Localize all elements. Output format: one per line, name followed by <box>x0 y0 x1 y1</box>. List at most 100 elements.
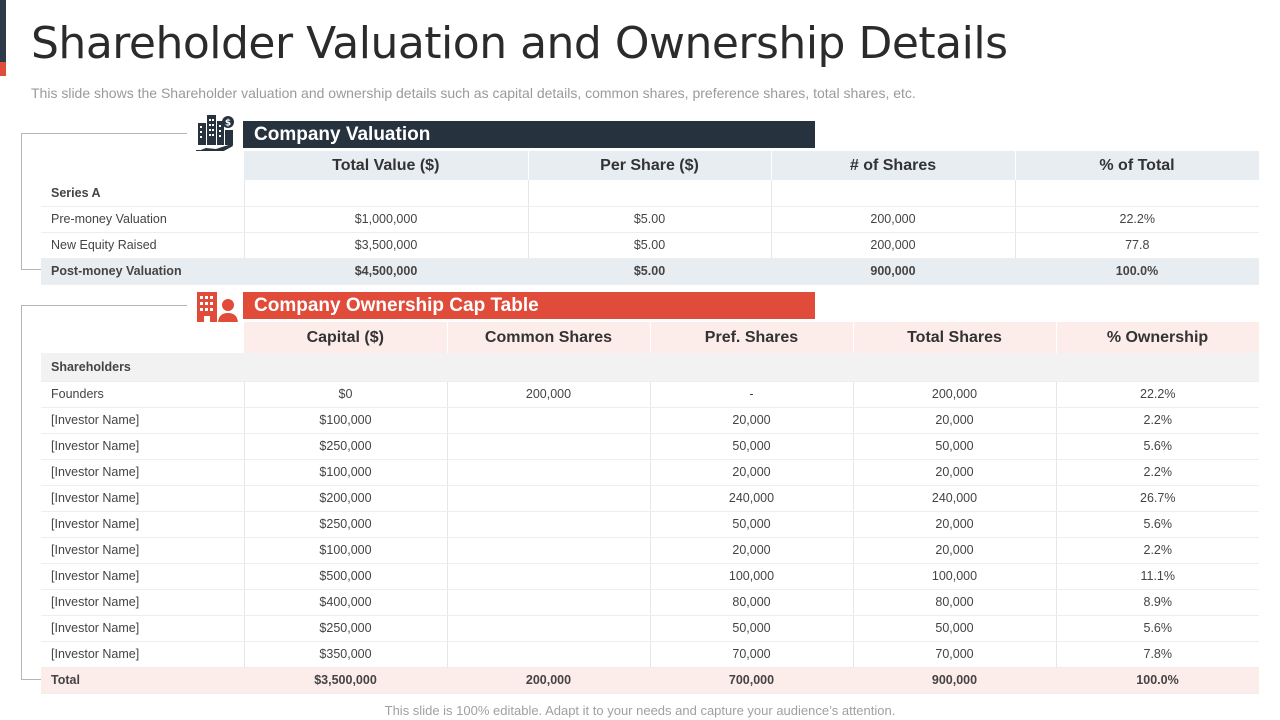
table-row: [Investor Name] $500,000 100,000 100,000 11.… <box>41 563 1259 590</box>
header-total-shares: Total Shares <box>853 322 1057 353</box>
cell-pref-shares: 20,000 <box>650 407 854 434</box>
total-total-value: $4,500,000 <box>244 258 528 285</box>
cell-total-shares: 50,000 <box>853 615 1057 642</box>
cell-pref-shares: 50,000 <box>650 615 854 642</box>
cell-pref-shares: 80,000 <box>650 589 854 616</box>
table-row: New Equity Raised $3,500,000 $5.00 200,0… <box>41 232 1259 259</box>
row-label: New Equity Raised <box>41 232 245 259</box>
cell-pct-ownership: 5.6% <box>1056 615 1259 642</box>
empty-cell <box>853 353 1056 382</box>
header-total-value: Total Value ($) <box>244 151 529 180</box>
row-label: [Investor Name] <box>41 459 245 486</box>
empty-cell <box>771 180 1016 207</box>
row-label: [Investor Name] <box>41 641 245 668</box>
header-pct-total: % of Total <box>1015 151 1260 180</box>
cell-common-shares <box>447 407 651 434</box>
table-header-row: Capital ($) Common Shares Pref. Shares T… <box>41 322 1260 353</box>
cell-capital: $0 <box>244 381 448 408</box>
cell-capital: $250,000 <box>244 433 448 460</box>
header-blank-cell <box>41 151 244 180</box>
cell-common-shares <box>447 563 651 590</box>
cell-capital: $250,000 <box>244 615 448 642</box>
table-row: [Investor Name] $250,000 50,000 50,000 5.6% <box>41 615 1259 642</box>
table-row: [Investor Name] $100,000 20,000 20,000 2.2% <box>41 407 1259 434</box>
cell-per-share: $5.00 <box>528 206 772 233</box>
cell-pref-shares: 240,000 <box>650 485 854 512</box>
cell-pref-shares: 100,000 <box>650 563 854 590</box>
cell-total-value: $3,500,000 <box>244 232 529 259</box>
cell-common-shares <box>447 511 651 538</box>
header-pct-ownership: % Ownership <box>1056 322 1260 353</box>
company-valuation-banner: Company Valuation <box>243 121 815 148</box>
cell-pref-shares: 50,000 <box>650 433 854 460</box>
total-total-shares: 900,000 <box>853 667 1056 694</box>
table-row: [Investor Name] $200,000 240,000 240,000 26.… <box>41 485 1259 512</box>
cell-total-shares: 20,000 <box>853 407 1057 434</box>
accent-bar-red <box>0 62 6 76</box>
cap-table: Capital ($) Common Shares Pref. Shares T… <box>41 322 1260 694</box>
cell-pct-ownership: 5.6% <box>1056 433 1259 460</box>
total-pref-shares: 700,000 <box>650 667 853 694</box>
cell-capital: $250,000 <box>244 511 448 538</box>
row-label: Pre-money Valuation <box>41 206 245 233</box>
cell-total-shares: 20,000 <box>853 459 1057 486</box>
cell-total-value: $1,000,000 <box>244 206 529 233</box>
cell-total-shares: 50,000 <box>853 433 1057 460</box>
cell-capital: $500,000 <box>244 563 448 590</box>
table-row: [Investor Name] $350,000 70,000 70,000 7.8% <box>41 641 1259 668</box>
cell-common-shares <box>447 485 651 512</box>
cell-capital: $100,000 <box>244 459 448 486</box>
section-row: Series A <box>41 180 1259 207</box>
cell-common-shares <box>447 537 651 564</box>
total-label: Post-money Valuation <box>41 258 244 285</box>
cell-per-share: $5.00 <box>528 232 772 259</box>
section-label: Shareholders <box>41 353 244 382</box>
cell-pref-shares: 20,000 <box>650 459 854 486</box>
total-num-shares: 900,000 <box>771 258 1015 285</box>
empty-cell <box>650 353 853 382</box>
table-header-row: Total Value ($) Per Share ($) # of Share… <box>41 151 1260 180</box>
cell-pref-shares: 20,000 <box>650 537 854 564</box>
total-row: Total $3,500,000 200,000 700,000 900,000… <box>41 667 1259 694</box>
header-common-shares: Common Shares <box>447 322 651 353</box>
table-row: [Investor Name] $250,000 50,000 50,000 5.6% <box>41 433 1259 460</box>
total-pct-total: 100.0% <box>1015 258 1259 285</box>
table-row: [Investor Name] $100,000 20,000 20,000 2.2% <box>41 537 1259 564</box>
row-label: [Investor Name] <box>41 537 245 564</box>
table-row: [Investor Name] $250,000 50,000 20,000 5.6% <box>41 511 1259 538</box>
empty-cell <box>1056 353 1259 382</box>
cell-capital: $400,000 <box>244 589 448 616</box>
header-pref-shares: Pref. Shares <box>650 322 854 353</box>
building-person-icon <box>196 292 238 324</box>
total-per-share: $5.00 <box>528 258 771 285</box>
cell-capital: $100,000 <box>244 537 448 564</box>
cell-pref-shares: - <box>650 381 854 408</box>
cell-total-shares: 20,000 <box>853 511 1057 538</box>
cell-common-shares <box>447 433 651 460</box>
svg-text:$: $ <box>225 119 231 129</box>
cell-common-shares: 200,000 <box>447 381 651 408</box>
valuation-table: Total Value ($) Per Share ($) # of Share… <box>41 151 1260 285</box>
cell-common-shares <box>447 641 651 668</box>
row-label: [Investor Name] <box>41 511 245 538</box>
cell-common-shares <box>447 589 651 616</box>
cell-pct-total: 22.2% <box>1015 206 1259 233</box>
table-row: [Investor Name] $400,000 80,000 80,000 8.9% <box>41 589 1259 616</box>
total-pct-ownership: 100.0% <box>1056 667 1259 694</box>
cell-pct-ownership: 5.6% <box>1056 511 1259 538</box>
cell-total-shares: 80,000 <box>853 589 1057 616</box>
cell-total-shares: 20,000 <box>853 537 1057 564</box>
cell-common-shares <box>447 615 651 642</box>
header-capital: Capital ($) <box>244 322 448 353</box>
cell-pct-total: 77.8 <box>1015 232 1259 259</box>
cell-pct-ownership: 7.8% <box>1056 641 1259 668</box>
row-label: [Investor Name] <box>41 407 245 434</box>
empty-cell <box>1015 180 1259 207</box>
empty-cell <box>244 353 447 382</box>
total-label: Total <box>41 667 244 694</box>
cell-pct-ownership: 22.2% <box>1056 381 1259 408</box>
header-per-share: Per Share ($) <box>528 151 772 180</box>
section-row: Shareholders <box>41 353 1259 382</box>
accent-bar-dark <box>0 0 6 62</box>
row-label: [Investor Name] <box>41 485 245 512</box>
